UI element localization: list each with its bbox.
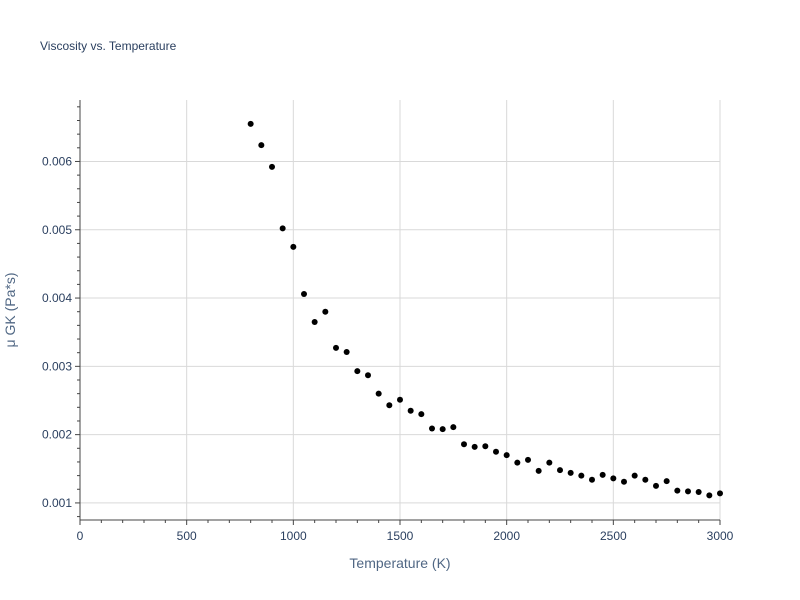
- data-point: [663, 478, 670, 485]
- x-tick-label: 2500: [600, 529, 627, 543]
- data-point: [631, 472, 638, 479]
- data-point: [269, 163, 275, 170]
- data-point: [450, 424, 457, 431]
- data-point: [471, 443, 478, 450]
- data-point: [247, 120, 254, 127]
- data-point: [375, 390, 382, 397]
- chart-title: Viscosity vs. Temperature: [40, 39, 177, 53]
- x-tick-label: 0: [77, 529, 84, 543]
- data-point: [567, 469, 574, 476]
- data-point: [503, 452, 510, 459]
- data-point: [301, 290, 307, 297]
- data-point: [642, 476, 649, 483]
- data-point: [482, 443, 489, 450]
- data-point: [343, 349, 350, 355]
- y-tick-label: 0.006: [42, 154, 72, 168]
- data-point: [397, 396, 403, 403]
- data-point: [514, 459, 521, 466]
- data-point: [354, 368, 361, 375]
- y-tick-label: 0.003: [42, 359, 72, 373]
- data-point: [610, 475, 617, 482]
- data-point: [439, 426, 446, 433]
- x-axis-title: Temperature (K): [349, 555, 450, 571]
- y-tick-label: 0.002: [42, 428, 72, 442]
- data-point: [333, 344, 339, 351]
- y-tick-label: 0.004: [42, 291, 72, 305]
- data-point: [717, 490, 723, 497]
- data-point: [290, 243, 297, 250]
- grid-lines: [80, 100, 721, 520]
- data-point: [493, 448, 499, 455]
- data-point: [578, 472, 585, 479]
- axes: 0 500 1000 1500 2000 2500 3000 0.001 0.002 0.003 0…: [42, 100, 734, 543]
- y-axis-title: μ GK (Pa*s): [2, 273, 18, 348]
- data-point: [695, 489, 702, 495]
- data-point: [653, 482, 659, 489]
- x-tick-label: 1000: [280, 529, 307, 543]
- x-tick-label: 1500: [387, 529, 414, 543]
- data-point: [429, 425, 435, 432]
- data-point: [525, 456, 531, 463]
- data-point: [589, 476, 595, 483]
- data-point: [706, 492, 713, 499]
- data-point: [407, 407, 414, 414]
- data-point: [311, 318, 318, 325]
- data-point: [546, 459, 553, 466]
- data-point: [322, 308, 329, 315]
- x-tick-label: 2000: [493, 529, 520, 543]
- data-point: [418, 411, 425, 418]
- data-point: [386, 402, 393, 409]
- x-tick-label: 500: [177, 529, 197, 543]
- data-point: [557, 467, 563, 474]
- data-point: [621, 478, 627, 485]
- data-point: [685, 488, 691, 495]
- data-point: [258, 142, 265, 149]
- data-point: [461, 441, 467, 448]
- y-tick-label: 0.005: [42, 223, 72, 237]
- data-point: [535, 467, 542, 474]
- x-tick-label: 3000: [707, 529, 734, 543]
- data-point: [599, 471, 606, 478]
- data-point: [674, 487, 681, 494]
- data-point: [365, 372, 371, 379]
- data-points: [247, 120, 723, 499]
- data-point: [279, 225, 286, 232]
- y-tick-label: 0.001: [42, 496, 72, 510]
